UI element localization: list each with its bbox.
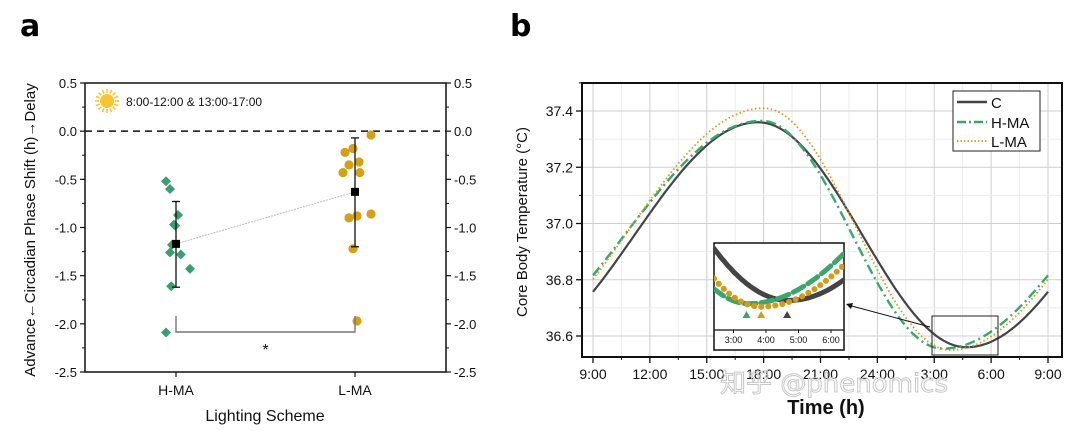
y-tick-label-right: -1.0	[454, 221, 476, 236]
zoom-region-box	[931, 315, 999, 356]
x-tick-label: 18:00	[746, 366, 781, 382]
trough-marker-c	[783, 311, 792, 318]
y-tick-label: -2.5	[55, 365, 77, 380]
h-ma-data-point	[185, 263, 195, 274]
inset-zoom-chart: 3:00 4:00 5:00 6:00	[713, 242, 845, 351]
panel-a-right-y-axis: 0.5 0.0 -0.5 -1.0 -1.5 -2.0 -2.5	[446, 76, 476, 380]
legend-label-h-ma: H-MA	[991, 115, 1029, 132]
x-tick-label: 9:00	[1034, 366, 1061, 382]
significance-asterisk: *	[262, 342, 268, 359]
y-tick-label-right: 0.5	[454, 76, 472, 91]
l-ma-data-point	[348, 143, 358, 154]
panel-a-y-axis-title: Advance←Circadian Phase Shift (h)→Delay	[22, 83, 39, 377]
y-tick-label: 0.0	[59, 124, 77, 139]
legend-label-c: C	[991, 95, 1002, 112]
panel-a-chart: 0.5 0.0 -0.5 -1.0 -1.5 -2.0 -2.5 0.5 0.0 -0.5 -1.…	[22, 76, 476, 425]
x-tick-label: 6:00	[978, 366, 1005, 382]
l-ma-data-point	[344, 160, 354, 170]
panel-b-y-axis-title: Core Body Temperature (°C)	[514, 127, 531, 317]
y-tick-label: -2.0	[55, 317, 77, 332]
sun-icon	[95, 89, 119, 113]
h-ma-data-point	[165, 247, 175, 258]
h-ma-data-point	[161, 176, 171, 187]
x-tick-label: 12:00	[632, 366, 667, 382]
panel-b-y-axis: 36.6 36.8 37.0 37.2 37.4	[546, 82, 582, 344]
trough-marker-l-ma	[757, 311, 766, 318]
watermark: 知乎 @phenomics	[720, 369, 948, 399]
l-ma-data-point	[366, 130, 376, 140]
l-ma-data-point	[354, 157, 364, 167]
h-ma-data-point	[175, 249, 186, 260]
y-tick-label-right: -2.0	[454, 317, 476, 332]
inset-x-tick-label: 6:00	[822, 335, 840, 345]
x-tick-label: 15:00	[689, 366, 724, 382]
x-tick-label-l-ma: L-MA	[338, 382, 372, 398]
l-ma-data-point	[338, 167, 348, 178]
x-tick-label: 9:00	[579, 366, 606, 382]
panel-a-x-axis-title: Lighting Scheme	[205, 408, 324, 425]
y-tick-label: 37.4	[546, 103, 573, 119]
mean-connector-line	[175, 191, 356, 245]
y-tick-label: -0.5	[55, 172, 77, 187]
trough-marker-h-ma	[742, 311, 751, 318]
inset-curve-l-ma	[714, 261, 844, 310]
panel-a-frame	[84, 82, 447, 373]
y-tick-label: -1.5	[55, 269, 77, 284]
h-ma-data-point	[165, 183, 175, 194]
l-ma-data-point	[366, 209, 376, 219]
y-tick-label: 37.2	[546, 159, 573, 175]
y-tick-label: 36.6	[546, 328, 573, 344]
l-ma-data-point	[344, 213, 354, 223]
inset-curve-h-ma	[714, 250, 844, 307]
panel-label-a: a	[20, 9, 40, 44]
y-tick-label: -1.0	[55, 221, 77, 236]
arrowhead-icon	[846, 303, 853, 309]
h-ma-data-point	[170, 220, 181, 231]
y-tick-label: 0.5	[59, 76, 77, 91]
panel-label-b: b	[510, 9, 531, 44]
y-tick-label: 37.0	[546, 216, 573, 232]
y-tick-label-right: -0.5	[454, 172, 476, 187]
lighting-time-annotation: 8:00-12:00 & 13:00-17:00	[126, 95, 262, 109]
significance-bracket	[175, 316, 356, 333]
inset-x-tick-label: 5:00	[790, 335, 808, 345]
h-ma-data-point	[166, 281, 177, 292]
panel-b-frame	[581, 82, 1063, 358]
l-ma-data-point	[340, 147, 350, 157]
inset-x-tick-label: 3:00	[725, 335, 743, 345]
panel-b-x-axis: 9:00 12:00 15:00 18:00 21:00 24:00 3:00 6:00 9:0…	[579, 357, 1062, 382]
panel-a-left-y-axis: 0.5 0.0 -0.5 -1.0 -1.5 -2.0 -2.5	[55, 76, 356, 380]
l-ma-data-point	[348, 244, 358, 254]
l-ma-data-point	[352, 316, 362, 326]
l-ma-data-point	[352, 211, 362, 221]
panel-b-chart: 36.6 36.8 37.0 37.2 37.4 9:00 12:00 15:00 18:00…	[514, 82, 1063, 419]
y-tick-label: 36.8	[546, 272, 573, 288]
h-ma-data-point	[173, 209, 183, 220]
panel-b-x-axis-title: Time (h)	[787, 397, 864, 419]
curve-h-ma	[592, 119, 1049, 350]
x-tick-label: 3:00	[921, 366, 948, 382]
h-ma-data-point	[161, 327, 171, 338]
curve-l-ma	[592, 107, 1049, 352]
x-tick-label-h-ma: H-MA	[158, 382, 194, 398]
h-ma-mean-marker	[172, 239, 180, 248]
y-tick-label-right: 0.0	[454, 124, 472, 139]
l-ma-data-point	[355, 167, 365, 178]
curve-c	[592, 121, 1049, 349]
legend: C H-MA L-MA	[952, 90, 1041, 152]
l-ma-mean-marker	[351, 187, 359, 196]
inset-pointer-arrow	[847, 304, 931, 328]
y-tick-label-right: -1.5	[454, 269, 476, 284]
legend-label-l-ma: L-MA	[991, 134, 1027, 151]
inset-x-tick-label: 4:00	[757, 335, 775, 345]
x-tick-label: 24:00	[860, 366, 895, 382]
x-tick-label: 21:00	[803, 366, 838, 382]
y-tick-label-right: -2.5	[454, 365, 476, 380]
